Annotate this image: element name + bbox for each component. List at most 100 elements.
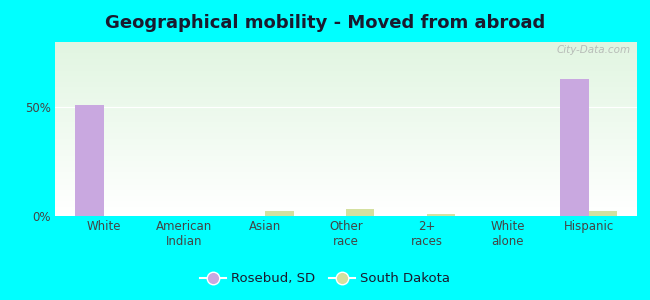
Bar xyxy=(55,93,637,94)
Bar xyxy=(55,211,637,212)
Bar xyxy=(55,68,637,69)
Bar xyxy=(55,118,637,119)
Bar xyxy=(55,61,637,62)
Bar xyxy=(55,85,637,86)
Bar xyxy=(55,178,637,179)
Bar xyxy=(55,169,637,170)
Bar xyxy=(55,106,637,107)
Bar xyxy=(427,214,455,216)
Bar xyxy=(55,205,637,206)
Bar xyxy=(55,76,637,77)
Bar xyxy=(55,45,637,46)
Bar xyxy=(55,71,637,72)
Bar xyxy=(55,166,637,167)
Bar xyxy=(55,103,637,104)
Bar xyxy=(55,42,637,43)
Bar xyxy=(55,95,637,96)
Bar xyxy=(55,130,637,131)
Bar xyxy=(55,54,637,55)
Bar xyxy=(55,124,637,125)
Bar xyxy=(55,104,637,105)
Bar xyxy=(55,145,637,146)
Bar xyxy=(55,108,637,109)
Bar xyxy=(55,126,637,127)
Bar xyxy=(55,80,637,81)
Bar xyxy=(346,209,374,216)
Bar xyxy=(55,109,637,110)
Bar xyxy=(55,149,637,150)
Bar xyxy=(55,139,637,140)
Bar xyxy=(265,211,294,216)
Bar xyxy=(55,125,637,126)
Bar xyxy=(55,134,637,135)
Bar xyxy=(55,102,637,103)
Bar xyxy=(55,137,637,138)
Bar xyxy=(55,66,637,67)
Bar xyxy=(55,136,637,137)
Bar xyxy=(55,62,637,63)
Bar xyxy=(55,49,637,50)
Bar xyxy=(55,105,637,106)
Bar xyxy=(55,159,637,160)
Bar xyxy=(55,179,637,180)
Bar xyxy=(55,52,637,53)
Bar xyxy=(55,199,637,200)
Bar xyxy=(55,148,637,149)
Bar xyxy=(55,171,637,172)
Bar xyxy=(55,89,637,90)
Bar xyxy=(55,210,637,211)
Bar xyxy=(55,189,637,190)
Bar xyxy=(55,135,637,136)
Bar xyxy=(55,85,637,86)
Bar xyxy=(55,207,637,208)
Bar xyxy=(55,195,637,196)
Bar xyxy=(55,58,637,59)
Bar xyxy=(55,191,637,192)
Bar xyxy=(55,119,637,120)
Bar xyxy=(55,74,637,75)
Bar xyxy=(55,200,637,201)
Bar xyxy=(55,174,637,175)
Bar xyxy=(55,150,637,151)
Bar xyxy=(560,79,588,216)
Bar xyxy=(55,206,637,207)
Bar xyxy=(55,151,637,152)
Bar xyxy=(55,118,637,119)
Bar xyxy=(55,44,637,45)
Bar xyxy=(55,78,637,79)
Bar xyxy=(55,99,637,100)
Bar xyxy=(55,165,637,166)
Bar xyxy=(55,168,637,169)
Bar xyxy=(55,113,637,114)
Bar xyxy=(55,64,637,65)
Bar xyxy=(55,163,637,164)
Bar xyxy=(55,177,637,178)
Bar xyxy=(55,121,637,122)
Bar xyxy=(55,57,637,58)
Bar xyxy=(55,55,637,56)
Bar xyxy=(55,160,637,161)
Bar xyxy=(55,112,637,113)
Bar xyxy=(55,117,637,118)
Bar xyxy=(55,153,637,154)
Bar xyxy=(55,170,637,171)
Bar xyxy=(55,141,637,142)
Bar xyxy=(55,88,637,89)
Bar xyxy=(55,110,637,111)
Bar xyxy=(55,120,637,121)
Bar xyxy=(55,198,637,199)
Bar xyxy=(55,114,637,115)
Bar xyxy=(55,128,637,129)
Bar xyxy=(55,50,637,51)
Bar xyxy=(55,209,637,210)
Bar xyxy=(55,116,637,117)
Bar xyxy=(55,77,637,78)
Bar xyxy=(55,100,637,101)
Bar xyxy=(55,172,637,173)
Bar xyxy=(55,53,637,54)
Bar xyxy=(55,81,637,82)
Bar xyxy=(55,213,637,214)
Bar xyxy=(55,188,637,189)
Bar xyxy=(55,47,637,48)
Bar xyxy=(55,167,637,168)
